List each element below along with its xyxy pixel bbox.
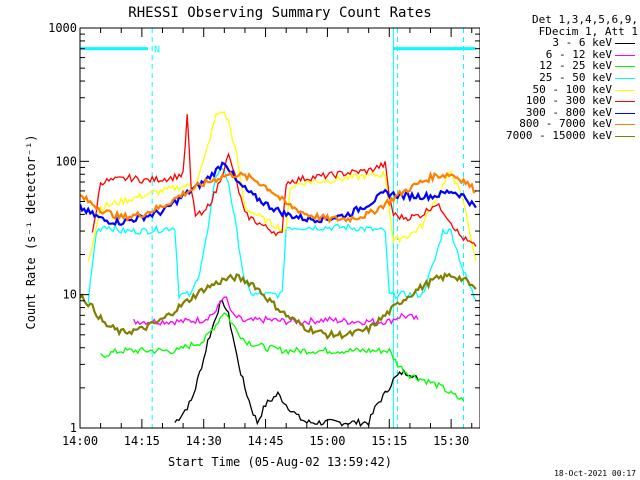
series-line-4: [87, 111, 477, 263]
legend-label: 100 - 300 keV: [525, 94, 612, 108]
y-tick-label: 10: [63, 288, 77, 302]
series-line-5: [91, 114, 477, 247]
legend-label: 3 - 6 keV: [552, 36, 612, 50]
legend-swatch: [615, 89, 635, 91]
legend-header-decimation: FDecim 1, Att 1: [538, 24, 638, 38]
plot-frame: [79, 27, 480, 429]
legend-entry: 25 - 50 keV: [480, 72, 638, 84]
x-tick-label: 15:30: [433, 434, 469, 448]
y-tick-label: 100: [55, 154, 77, 168]
legend-swatch: [615, 101, 635, 103]
legend-swatch: [615, 135, 635, 137]
legend-entry: 7000 - 15000 keV: [480, 130, 638, 142]
legend-swatch: [615, 112, 635, 114]
y-axis-label: Count Rate (s⁻¹ detector⁻¹): [24, 134, 38, 329]
legend-label: 50 - 100 keV: [532, 82, 612, 96]
legend-entry: 3 - 6 keV: [480, 37, 638, 49]
series-line-7: [80, 170, 477, 224]
x-tick-label: 14:45: [248, 434, 284, 448]
legend-label: 12 - 25 keV: [539, 59, 612, 73]
legend-entry: 300 - 800 keV: [480, 107, 638, 119]
y-tick-label: 1: [70, 421, 77, 435]
chart-title: RHESSI Observing Summary Count Rates: [128, 5, 431, 21]
legend-label: 7000 - 15000 keV: [506, 128, 612, 142]
legend-swatch: [615, 54, 635, 56]
count-rate-chart: RHESSI Observing Summary Count Rates N 1…: [24, 5, 480, 469]
legend-swatch: [615, 43, 635, 45]
legend-entry: 50 - 100 keV: [480, 82, 638, 96]
flag-label: N: [154, 45, 160, 56]
y-tick-label: 1000: [48, 21, 77, 35]
series-line-8: [80, 271, 477, 341]
series-line-0: [174, 300, 419, 428]
x-axis-label: Start Time (05-Aug-02 13:59:42): [168, 455, 392, 469]
footer-date: 18-Oct-2021 00:17: [554, 469, 636, 478]
legend-entry: 12 - 25 keV: [480, 60, 638, 72]
legend-header-detectors: Det 1,3,4,5,6,9,: [532, 13, 638, 26]
series-line-6: [80, 161, 477, 227]
legend-label: 300 - 800 keV: [525, 105, 612, 119]
series-line-3: [87, 167, 477, 304]
legend-entry: 800 - 7000 keV: [480, 118, 638, 130]
x-tick-label: 14:15: [124, 434, 160, 448]
legend: Det 1,3,4,5,6,9, FDecim 1, Att 1 3 - 6 k…: [480, 14, 638, 142]
legend-entry: 100 - 300 keV: [480, 95, 638, 107]
legend-swatch: [615, 124, 635, 126]
x-tick-label: 15:00: [309, 434, 345, 448]
legend-label: 25 - 50 keV: [539, 70, 612, 84]
x-tick-label: 14:30: [186, 434, 222, 448]
legend-label: 800 - 7000 keV: [519, 117, 612, 131]
legend-label: 6 - 12 keV: [545, 47, 612, 61]
x-tick-label: 15:15: [371, 434, 407, 448]
legend-entry: 6 - 12 keV: [480, 49, 638, 61]
series-line-1: [133, 296, 419, 327]
series-line-2: [100, 312, 465, 402]
legend-swatch: [615, 66, 635, 68]
legend-swatch: [615, 77, 635, 79]
x-tick-label: 14:00: [62, 434, 98, 448]
